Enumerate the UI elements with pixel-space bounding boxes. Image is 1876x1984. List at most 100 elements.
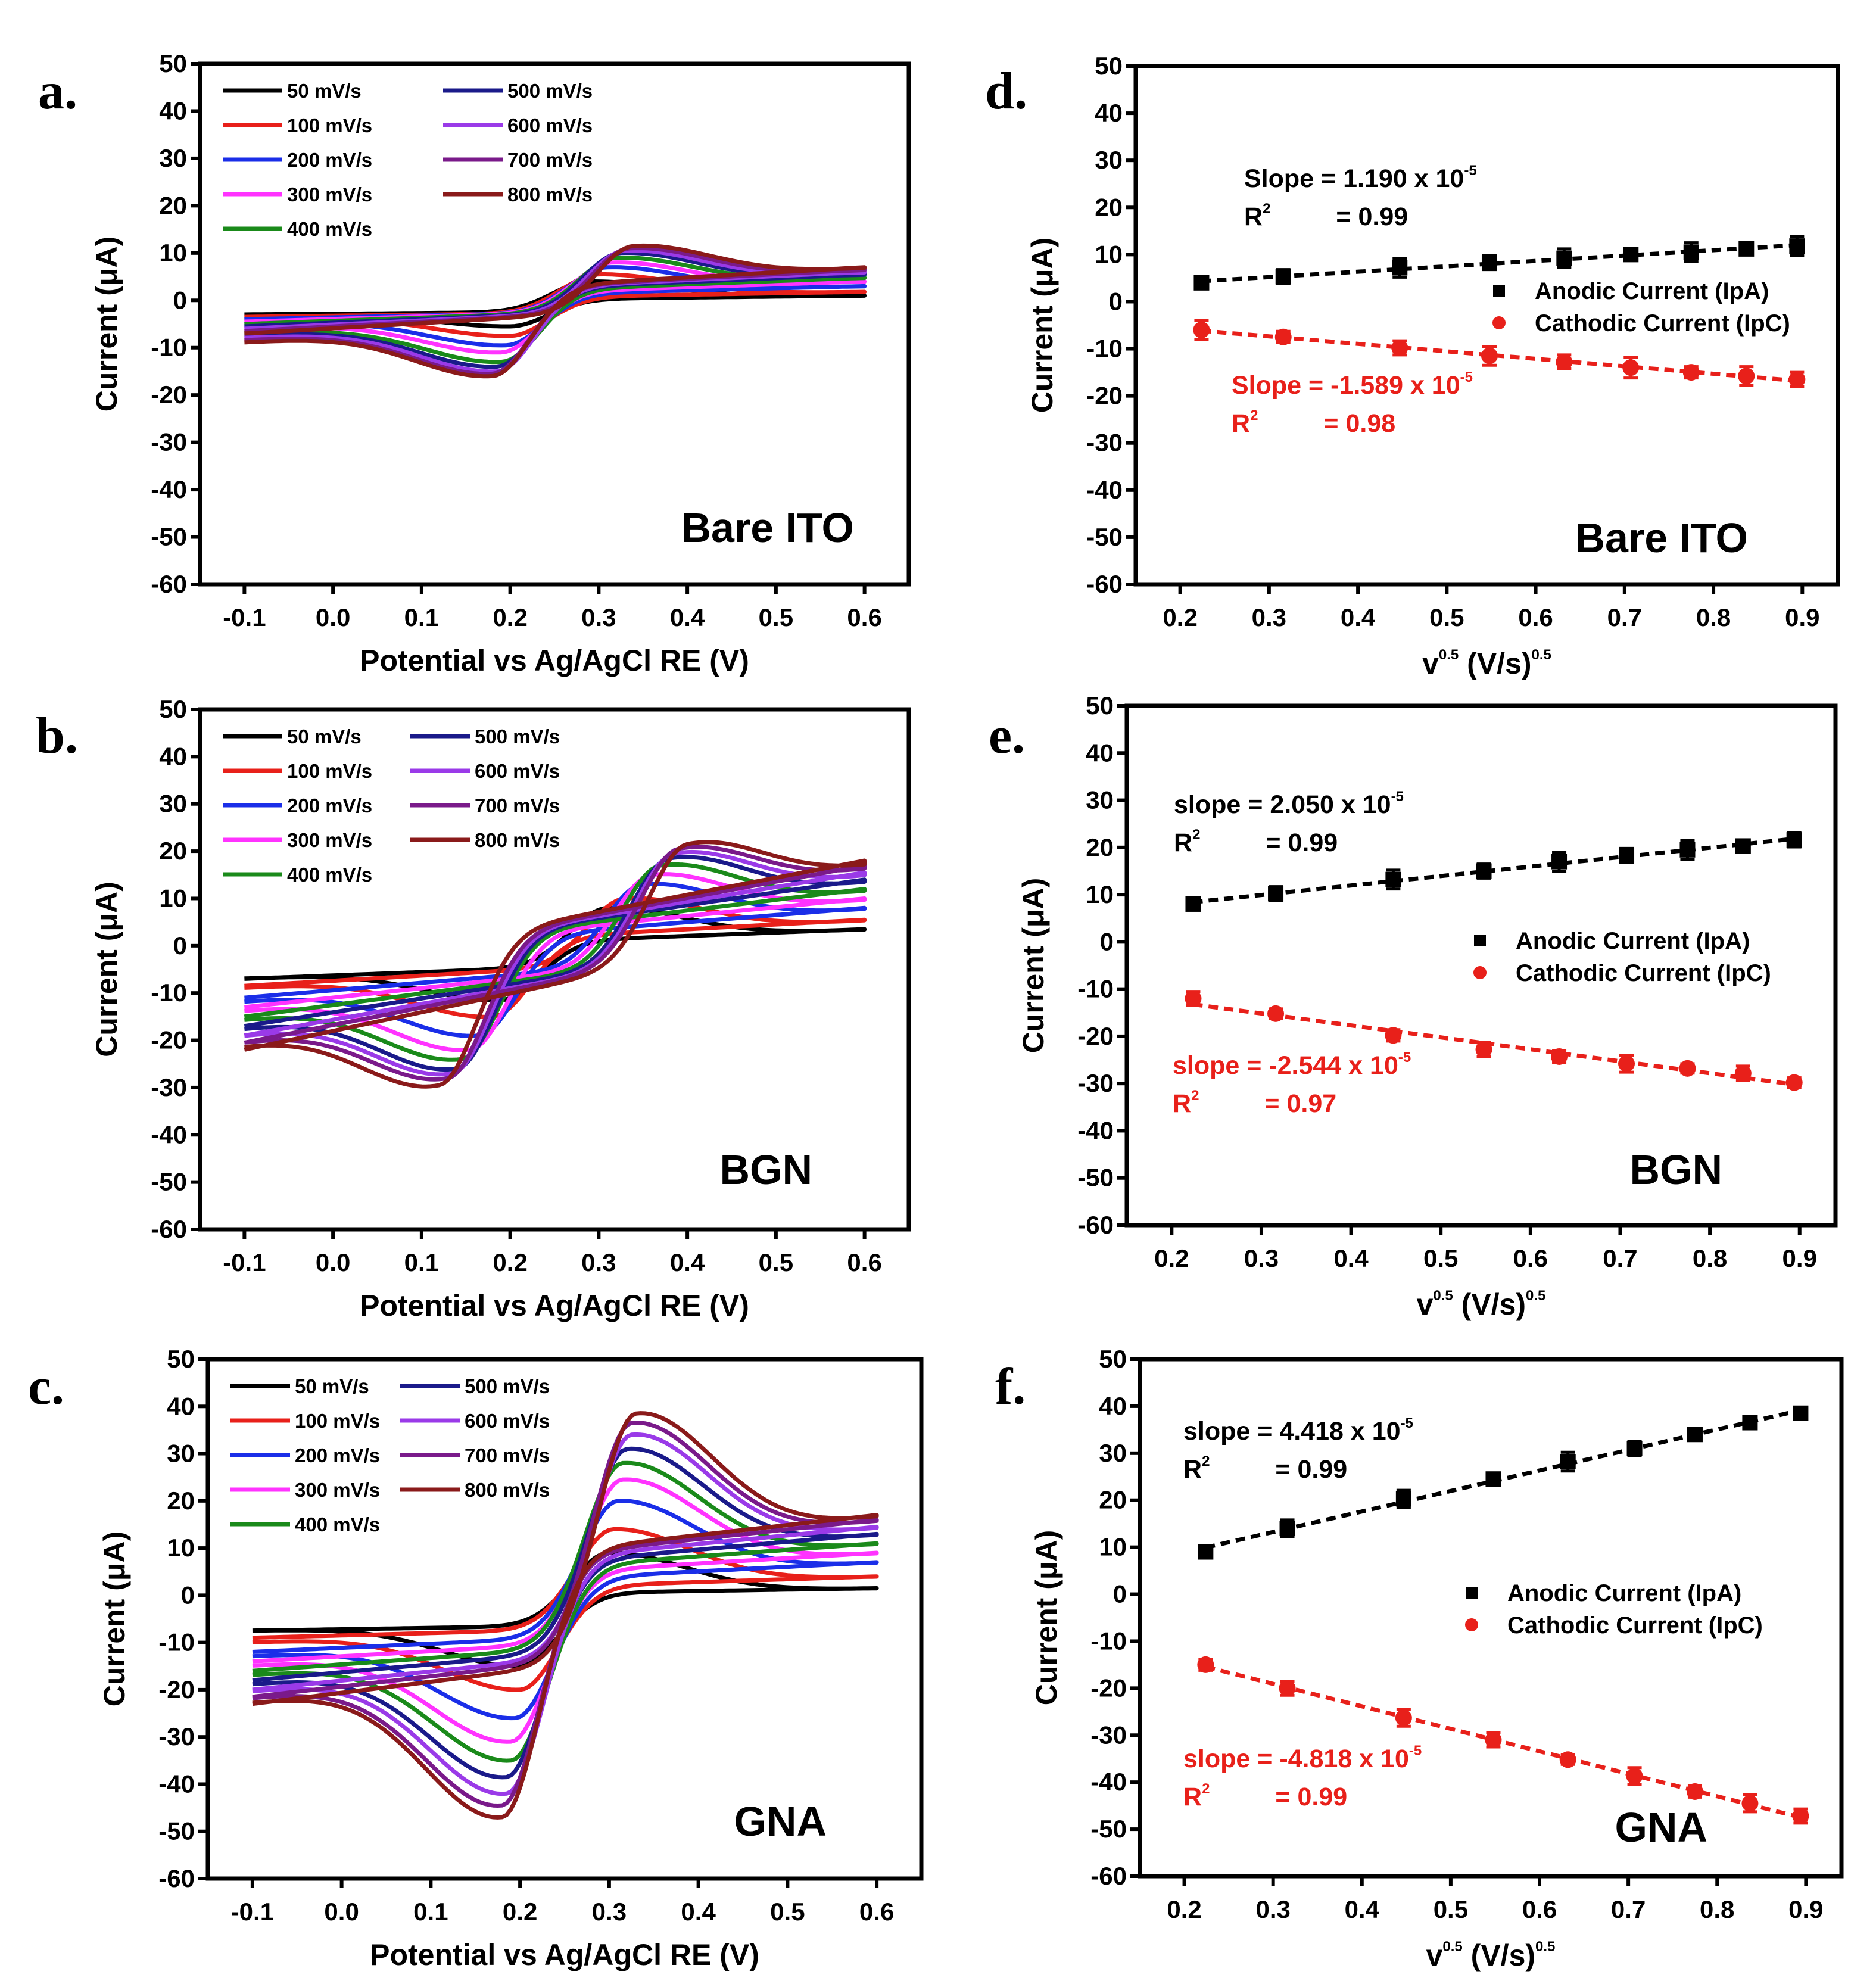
x-tick-label: 0.5 [770, 1898, 805, 1926]
y-tick-label: -30 [158, 1723, 195, 1751]
slope-label: slope = 2.050 x 10 [1174, 790, 1391, 819]
slope-text: slope = 2.050 x 10-5 [1174, 789, 1404, 819]
r2-value: = 0.98 [1323, 409, 1395, 438]
x-tick-label: 0.4 [1345, 1895, 1380, 1923]
x-tick-label: -0.1 [223, 603, 266, 631]
x-tick-label: 0.8 [1700, 1895, 1734, 1923]
y-tick-label: 30 [1099, 1439, 1127, 1467]
panel-b: b. 50 40 30 20 10 0 -10 -20 -30 -40 -50 -60 -0.1 0.0 0.… [36, 695, 911, 1322]
x-title-sup: 0.5 [1532, 647, 1551, 663]
square-marker [1683, 244, 1699, 260]
data-point [1476, 862, 1492, 880]
slope-label: slope = -2.544 x 10 [1173, 1051, 1398, 1080]
x-tick-label: 0.1 [413, 1898, 448, 1926]
panel-e: e. 50 40 30 20 10 0 -10 -20 -30 -40 -50 -60 0.2 0.3 0.4… [989, 692, 1838, 1321]
legend-item: Anodic Current (IpA) [1474, 928, 1750, 954]
y-tick-label: -30 [151, 428, 187, 456]
cv-curve-100-mV-s [244, 896, 867, 1019]
data-point [1679, 839, 1696, 861]
legend-label: 100 mV/s [295, 1410, 380, 1432]
panel-letter: e. [989, 707, 1025, 765]
plot-area [244, 840, 867, 1089]
cv-curve-500-mV-s [244, 855, 867, 1072]
square-marker [1185, 896, 1201, 912]
fit-annotation: Slope = -1.589 x 10-5 R2 = 0.98 [1232, 369, 1473, 438]
data-point [1741, 1793, 1759, 1814]
data-point [1275, 268, 1291, 285]
y-tick-label: -50 [151, 523, 187, 551]
data-point [1193, 275, 1210, 291]
x-tick-label: 0.4 [681, 1898, 716, 1926]
slope-label: Slope = 1.190 x 10 [1244, 164, 1464, 193]
square-marker [1738, 241, 1755, 257]
circle-marker [1686, 1783, 1703, 1800]
x-tick-label: 0.3 [1244, 1244, 1279, 1272]
x-title-sup: 0.5 [1535, 1939, 1555, 1955]
data-point [1742, 1415, 1758, 1431]
data-point [1279, 1680, 1296, 1697]
slope-text: slope = -4.818 x 10-5 [1183, 1743, 1422, 1773]
data-point [1279, 1518, 1295, 1538]
x-tick-label: 0.6 [1513, 1244, 1548, 1272]
panel-letter: f. [995, 1358, 1026, 1416]
sample-label: BGN [719, 1147, 812, 1193]
y-tick-label: -10 [151, 334, 187, 362]
plot-frame [1133, 64, 1840, 587]
legend-label: 800 mV/s [507, 183, 593, 205]
legend-label: 400 mV/s [295, 1513, 380, 1536]
circle-marker [1741, 1795, 1759, 1812]
legend-item: 50 mV/s [223, 725, 362, 747]
y-tick-label: 20 [1095, 193, 1123, 221]
y-tick-label: -10 [1077, 975, 1114, 1003]
slope-exponent: -5 [1401, 1415, 1413, 1431]
y-tick-label: -60 [158, 1864, 195, 1892]
legend-item: Cathodic Current (IpC) [1473, 960, 1771, 986]
x-tick-label: 0.3 [581, 603, 616, 631]
data-point [1392, 257, 1408, 279]
x-axis-title: v0.5 (V/s)0.5 [1426, 1939, 1556, 1972]
square-marker [1268, 886, 1284, 902]
square-marker [1735, 838, 1751, 854]
square-marker [1279, 1521, 1295, 1537]
legend-item: 100 mV/s [230, 1410, 380, 1432]
slope-text: slope = 4.418 x 10-5 [1183, 1415, 1413, 1446]
legend-item: 600 mV/s [443, 114, 593, 136]
data-point [1560, 1450, 1576, 1473]
fit-line [1205, 1408, 1802, 1550]
legend-item: Anodic Current (IpA) [1466, 1580, 1741, 1606]
x-axis-title: Potential vs Ag/AgCl RE (V) [370, 1938, 759, 1971]
y-tick-label: 40 [1095, 99, 1123, 127]
y-tick-label: -30 [1090, 1721, 1127, 1749]
panel-f: f. 50 40 30 20 10 0 -10 -20 -30 -40 -50 -60 0.2 0.3 0.4… [995, 1345, 1844, 1972]
slope-exponent: -5 [1409, 1743, 1422, 1759]
y-tick-label: -50 [1077, 1164, 1114, 1192]
x-tick-label: 0.5 [759, 1248, 793, 1276]
y-tick-label: 10 [159, 884, 187, 912]
legend-label: Cathodic Current (IpC) [1507, 1612, 1763, 1639]
y-tick-label: 10 [1095, 240, 1123, 268]
y-tick-label: 40 [159, 96, 187, 124]
r2-sup: 2 [1263, 201, 1270, 217]
x-tick-label: 0.6 [847, 603, 881, 631]
square-marker [1619, 848, 1635, 864]
y-tick-label: 0 [173, 932, 187, 960]
y-tick-label: 30 [159, 144, 187, 172]
r2-sup: 2 [1192, 827, 1200, 843]
y-tick-label: -40 [1086, 476, 1123, 504]
r2-label: R [1244, 203, 1263, 231]
cv-curve-300-mV-s [244, 872, 867, 1052]
data-point [1623, 247, 1639, 263]
x-tick-label: 0.3 [1255, 1895, 1290, 1923]
slope-text: Slope = -1.589 x 10-5 [1232, 369, 1473, 400]
legend-label: 200 mV/s [287, 149, 372, 171]
y-tick-label: 30 [159, 790, 187, 818]
y-tick-label: 50 [1086, 692, 1114, 720]
x-tick-label: 0.9 [1782, 1244, 1817, 1272]
x-title-unit: (V/s) [1453, 1288, 1526, 1321]
legend-label: 50 mV/s [295, 1375, 369, 1397]
x-axis-title: v0.5 (V/s)0.5 [1417, 1288, 1546, 1321]
data-point [1618, 1054, 1635, 1074]
data-point [1619, 846, 1635, 864]
y-tick-label: -20 [1086, 382, 1123, 410]
